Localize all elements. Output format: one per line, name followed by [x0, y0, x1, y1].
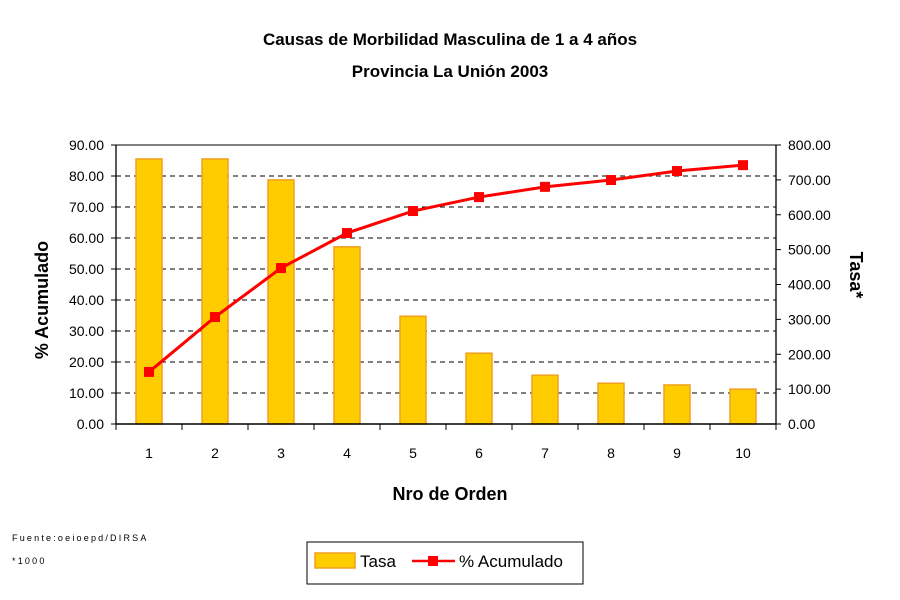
right-tick-label: 800.00 [788, 137, 831, 153]
line-marker-acumulado [540, 181, 550, 192]
left-axis-title: % Acumulado [32, 241, 52, 359]
right-axis-ticks: 0.00 100.00 200.00 300.00 400.00 500.00 600.00… [776, 137, 831, 432]
x-tick-label: 9 [673, 445, 681, 461]
x-axis-title: Nro de Orden [392, 484, 507, 504]
line-marker-acumulado [474, 192, 484, 203]
line-series-acumulado [144, 160, 748, 377]
x-tick-label: 3 [277, 445, 285, 461]
x-tick-label: 1 [145, 445, 153, 461]
legend-swatch-tasa [314, 552, 356, 569]
right-tick-label: 0.00 [788, 416, 815, 432]
bar-tasa [399, 315, 427, 425]
line-marker-acumulado [738, 160, 748, 171]
left-tick-label: 40.00 [69, 292, 104, 308]
right-tick-label: 400.00 [788, 277, 831, 293]
line-marker-acumulado [408, 206, 418, 217]
x-tick-label: 8 [607, 445, 615, 461]
left-tick-label: 90.00 [69, 137, 104, 153]
right-tick-label: 200.00 [788, 346, 831, 362]
line-marker-acumulado [342, 228, 352, 239]
right-tick-label: 600.00 [788, 207, 831, 223]
left-tick-label: 20.00 [69, 354, 104, 370]
legend: Tasa % Acumulado [306, 541, 584, 585]
source-footnote: Fuente:oeioepd/DIRSA [12, 533, 149, 543]
bar-tasa [465, 352, 493, 425]
legend-label-tasa: Tasa [360, 552, 396, 571]
left-tick-label: 50.00 [69, 261, 104, 277]
bar-series-tasa [135, 158, 757, 425]
bar-tasa [135, 158, 163, 425]
scale-footnote: *1000 [12, 556, 47, 566]
legend-label-acumulado: % Acumulado [459, 552, 563, 571]
left-tick-label: 70.00 [69, 199, 104, 215]
right-tick-label: 100.00 [788, 381, 831, 397]
bar-tasa [729, 388, 757, 425]
x-tick-label: 2 [211, 445, 219, 461]
right-axis-title: Tasa* [846, 252, 866, 299]
x-axis-ticks: 1 2 3 4 5 6 7 8 9 10 [115, 424, 777, 461]
left-tick-label: 10.00 [69, 385, 104, 401]
left-tick-label: 60.00 [69, 230, 104, 246]
line-marker-acumulado [144, 366, 154, 377]
bar-tasa [201, 158, 229, 425]
right-tick-label: 300.00 [788, 311, 831, 327]
x-tick-label: 5 [409, 445, 417, 461]
bar-tasa [267, 179, 295, 425]
left-axis-ticks: 0.00 10.00 20.00 30.00 40.00 50.00 60.00 70.00 8… [69, 137, 116, 432]
left-tick-label: 30.00 [69, 323, 104, 339]
line-marker-acumulado [210, 312, 220, 323]
right-tick-label: 500.00 [788, 242, 831, 258]
bar-tasa [531, 374, 559, 425]
bar-tasa [663, 384, 691, 425]
left-tick-label: 80.00 [69, 168, 104, 184]
legend-marker-acumulado [428, 556, 438, 566]
chart-subtitle: Provincia La Unión 2003 [352, 62, 549, 81]
line-marker-acumulado [672, 166, 682, 177]
x-tick-label: 10 [735, 445, 751, 461]
chart-title: Causas de Morbilidad Masculina de 1 a 4 … [263, 30, 637, 49]
line-marker-acumulado [276, 263, 286, 274]
x-tick-label: 7 [541, 445, 549, 461]
legend-box [306, 541, 584, 585]
line-marker-acumulado [606, 175, 616, 186]
bar-tasa [333, 246, 361, 425]
line-path-acumulado [148, 163, 744, 374]
x-tick-label: 4 [343, 445, 351, 461]
bar-tasa [597, 382, 625, 425]
x-tick-label: 6 [475, 445, 483, 461]
right-tick-label: 700.00 [788, 172, 831, 188]
left-tick-label: 0.00 [77, 416, 104, 432]
